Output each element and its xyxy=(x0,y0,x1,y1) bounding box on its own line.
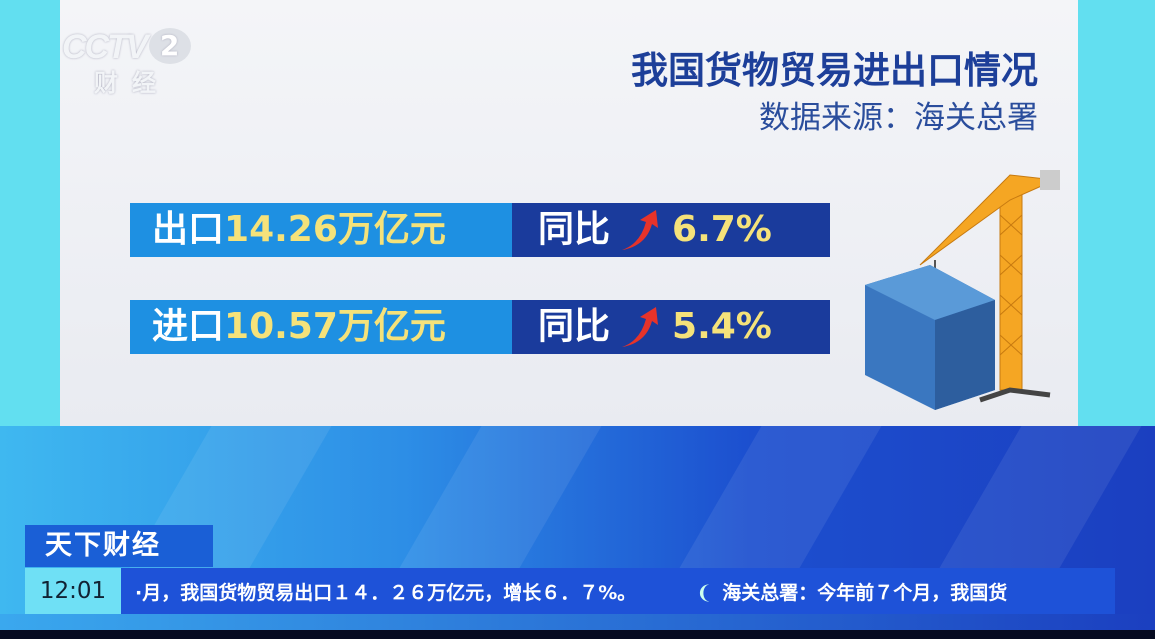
screen-edge xyxy=(0,630,1155,639)
row-label: 出口 xyxy=(152,209,225,250)
data-source: 数据来源：海关总署 xyxy=(759,100,1038,136)
news-ticker: 12:01 ·月，我国货物贸易出口１４．２６万亿元，增长６．７%。 ❨ 海关总署：今… xyxy=(25,568,1115,614)
logo-number: 2 xyxy=(148,28,191,64)
ticker-text: ·月，我国货物贸易出口１４．２６万亿元，增长６．７%。 xyxy=(135,581,637,604)
yoy-label: 同比 xyxy=(538,209,611,250)
row-value: 10.57万亿元 xyxy=(224,306,446,347)
up-arrow-icon xyxy=(622,210,659,250)
yoy-value: 6.7% xyxy=(672,209,772,250)
program-name: 天下财经 xyxy=(25,525,213,567)
row-value: 14.26万亿元 xyxy=(224,209,446,250)
yoy-label: 同比 xyxy=(538,306,611,347)
channel-logo: CCTV 2 财经 xyxy=(62,28,191,98)
crane-container-illustration xyxy=(865,170,1060,410)
import-row: 进口10.57万亿元 同比 5.4% xyxy=(130,300,830,354)
yoy-value: 5.4% xyxy=(672,306,772,347)
graphic-title: 我国货物贸易进出口情况 xyxy=(631,49,1038,92)
export-row: 出口14.26万亿元 同比 6.7% xyxy=(130,203,830,257)
ticker-separator-icon: ❨ xyxy=(696,581,713,604)
clock: 12:01 xyxy=(25,568,121,614)
up-arrow-icon xyxy=(622,307,659,347)
row-label: 进口 xyxy=(152,306,225,347)
logo-sub: 财经 xyxy=(94,69,170,97)
logo-text: CCTV xyxy=(62,28,149,66)
ticker-text-next: 海关总署：今年前７个月，我国货 xyxy=(722,581,1008,604)
